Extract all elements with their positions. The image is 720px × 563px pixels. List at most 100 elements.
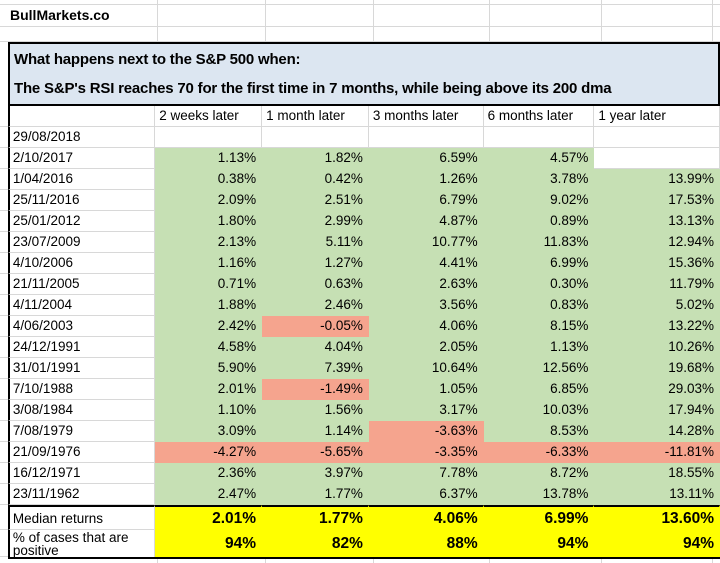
column-header-cell[interactable]: 1 month later xyxy=(262,106,369,127)
value-cell[interactable]: 0.30% xyxy=(483,274,595,295)
value-cell[interactable]: 13.13% xyxy=(594,211,720,232)
value-cell[interactable]: 12.56% xyxy=(483,358,595,379)
date-cell[interactable]: 4/11/2004 xyxy=(7,295,156,316)
value-cell[interactable] xyxy=(262,127,369,148)
title-block[interactable]: What happens next to the S&P 500 when: T… xyxy=(8,42,720,106)
value-cell[interactable]: 1.88% xyxy=(155,295,263,316)
value-cell[interactable]: 13.22% xyxy=(594,316,720,337)
value-cell[interactable]: 17.53% xyxy=(594,190,720,211)
value-cell[interactable]: 6.85% xyxy=(483,379,595,400)
value-cell[interactable]: 3.17% xyxy=(368,400,484,421)
value-cell[interactable]: 13.78% xyxy=(483,484,595,505)
value-cell[interactable]: 1.56% xyxy=(262,400,369,421)
date-cell[interactable]: 3/08/1984 xyxy=(7,400,156,421)
value-cell[interactable]: 10.64% xyxy=(368,358,484,379)
date-cell[interactable]: 24/12/1991 xyxy=(7,337,156,358)
positive-value-cell[interactable]: 94% xyxy=(483,530,595,557)
value-cell[interactable]: 7.78% xyxy=(368,463,484,484)
value-cell[interactable]: 2.47% xyxy=(155,484,263,505)
value-cell[interactable]: 0.83% xyxy=(483,295,595,316)
column-header-cell[interactable]: 6 months later xyxy=(483,106,595,127)
value-cell[interactable]: 2.09% xyxy=(155,190,263,211)
positive-value-cell[interactable]: 94% xyxy=(155,530,263,557)
value-cell[interactable]: 2.36% xyxy=(155,463,263,484)
brand-cell[interactable]: BullMarkets.co xyxy=(10,7,110,23)
value-cell[interactable]: 2.99% xyxy=(262,211,369,232)
value-cell[interactable]: 2.51% xyxy=(262,190,369,211)
value-cell[interactable]: -4.27% xyxy=(155,442,263,463)
value-cell[interactable]: 3.78% xyxy=(483,169,595,190)
median-value-cell[interactable]: 2.01% xyxy=(155,505,263,530)
value-cell[interactable]: 4.06% xyxy=(368,316,484,337)
value-cell[interactable]: 6.99% xyxy=(483,253,595,274)
value-cell[interactable]: 7.39% xyxy=(262,358,369,379)
value-cell[interactable]: 8.53% xyxy=(483,421,595,442)
value-cell[interactable]: 13.11% xyxy=(594,484,720,505)
column-header-cell[interactable]: 2 weeks later xyxy=(155,106,263,127)
value-cell[interactable]: 2.05% xyxy=(368,337,484,358)
value-cell[interactable]: 1.05% xyxy=(368,379,484,400)
value-cell[interactable]: 4.57% xyxy=(483,148,595,169)
value-cell[interactable]: 2.13% xyxy=(155,232,263,253)
value-cell[interactable]: 19.68% xyxy=(594,358,720,379)
date-cell[interactable]: 25/11/2016 xyxy=(7,190,156,211)
date-cell[interactable]: 29/08/2018 xyxy=(7,127,156,148)
column-header-cell[interactable]: 1 year later xyxy=(594,106,720,127)
value-cell[interactable]: 0.71% xyxy=(155,274,263,295)
value-cell[interactable]: 6.37% xyxy=(368,484,484,505)
value-cell[interactable]: 0.38% xyxy=(155,169,263,190)
date-cell[interactable]: 23/11/1962 xyxy=(7,484,156,505)
value-cell[interactable]: 14.28% xyxy=(594,421,720,442)
positive-value-cell[interactable]: 94% xyxy=(594,530,720,557)
value-cell[interactable]: 3.09% xyxy=(155,421,263,442)
date-cell[interactable]: 21/09/1976 xyxy=(7,442,156,463)
value-cell[interactable]: 17.94% xyxy=(594,400,720,421)
date-cell[interactable]: 7/10/1988 xyxy=(7,379,156,400)
median-value-cell[interactable]: 4.06% xyxy=(368,505,484,530)
date-cell[interactable]: 4/06/2003 xyxy=(7,316,156,337)
value-cell[interactable]: 8.15% xyxy=(483,316,595,337)
value-cell[interactable]: 2.63% xyxy=(368,274,484,295)
value-cell[interactable]: 1.10% xyxy=(155,400,263,421)
value-cell[interactable]: 12.94% xyxy=(594,232,720,253)
value-cell[interactable]: -11.81% xyxy=(594,442,720,463)
value-cell[interactable]: -5.65% xyxy=(262,442,369,463)
value-cell[interactable]: 0.42% xyxy=(262,169,369,190)
value-cell[interactable]: 11.79% xyxy=(594,274,720,295)
value-cell[interactable]: 2.46% xyxy=(262,295,369,316)
positive-value-cell[interactable]: 82% xyxy=(262,530,369,557)
value-cell[interactable] xyxy=(594,127,720,148)
value-cell[interactable]: 4.04% xyxy=(262,337,369,358)
value-cell[interactable]: 2.01% xyxy=(155,379,263,400)
value-cell[interactable]: 9.02% xyxy=(483,190,595,211)
positive-label-cell[interactable]: % of cases that are positive xyxy=(7,530,156,557)
value-cell[interactable]: 1.82% xyxy=(262,148,369,169)
positive-value-cell[interactable]: 88% xyxy=(368,530,484,557)
header-date-cell[interactable] xyxy=(7,106,156,127)
value-cell[interactable]: 5.11% xyxy=(262,232,369,253)
date-cell[interactable]: 1/04/2016 xyxy=(7,169,156,190)
value-cell[interactable]: -3.35% xyxy=(368,442,484,463)
median-value-cell[interactable]: 1.77% xyxy=(262,505,369,530)
median-label-cell[interactable]: Median returns xyxy=(7,505,156,530)
value-cell[interactable]: 10.77% xyxy=(368,232,484,253)
value-cell[interactable]: 0.89% xyxy=(483,211,595,232)
value-cell[interactable]: 1.27% xyxy=(262,253,369,274)
value-cell[interactable]: 1.16% xyxy=(155,253,263,274)
value-cell[interactable]: 4.58% xyxy=(155,337,263,358)
value-cell[interactable]: 3.97% xyxy=(262,463,369,484)
value-cell[interactable]: 1.13% xyxy=(155,148,263,169)
value-cell[interactable]: -1.49% xyxy=(262,379,369,400)
value-cell[interactable] xyxy=(594,148,720,169)
value-cell[interactable]: 6.59% xyxy=(368,148,484,169)
value-cell[interactable] xyxy=(368,127,484,148)
median-value-cell[interactable]: 13.60% xyxy=(594,505,720,530)
value-cell[interactable]: 10.03% xyxy=(483,400,595,421)
value-cell[interactable]: 11.83% xyxy=(483,232,595,253)
date-cell[interactable]: 2/10/2017 xyxy=(7,148,156,169)
value-cell[interactable]: 1.77% xyxy=(262,484,369,505)
date-cell[interactable]: 16/12/1971 xyxy=(7,463,156,484)
value-cell[interactable]: 18.55% xyxy=(594,463,720,484)
value-cell[interactable]: 13.99% xyxy=(594,169,720,190)
value-cell[interactable]: 8.72% xyxy=(483,463,595,484)
